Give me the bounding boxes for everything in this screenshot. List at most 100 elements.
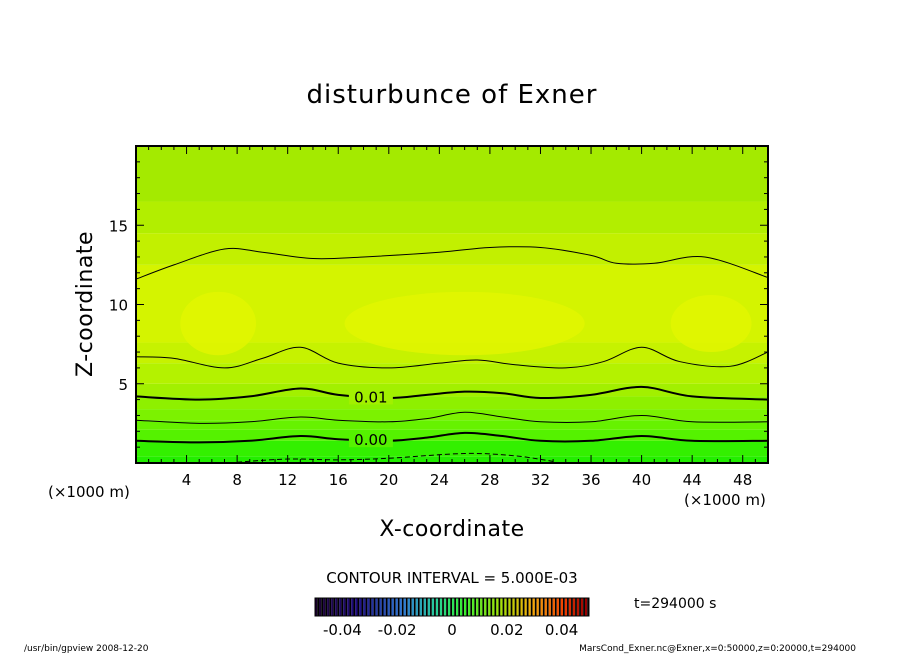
colorbar-strip [427,598,431,616]
colorbar-tick-label: 0.02 [490,621,523,639]
colorbar-gap [430,598,432,616]
colorbar-strip [484,598,487,616]
contour-line-5 [135,246,769,280]
x-ticks: 4 8 12 16 20 24 28 32 36 40 44 48 [148,146,756,489]
colorbar-gap [321,598,324,616]
color-band-2 [136,429,768,441]
colorbar-strip [403,598,406,616]
colorbar-strip [492,598,495,616]
colorbar-strip [363,598,366,616]
colorbar-strip [319,598,322,616]
colorbar-gap [579,598,581,616]
highlight-blob-0 [180,291,257,356]
colorbar-strip [347,598,350,616]
colorbar-strip [500,598,503,616]
colorbar-tick-label: -0.02 [378,621,417,639]
colorbar-gap [454,598,457,616]
colorbar-gap [583,598,585,616]
y-tick-label: 5 [118,376,128,394]
colorbar-gap [494,598,497,616]
colorbar-gap [389,598,392,616]
colorbar-strip [395,598,398,616]
colorbar-strip [468,598,471,616]
colorbar-strip [520,598,523,616]
colorbar: -0.04 -0.02 0 0.02 0.04 [314,597,590,639]
color-band-11 [136,201,768,234]
x-tick-label: 36 [581,471,600,489]
highlight-blob-2 [670,294,752,353]
x-tick-label: 48 [733,471,752,489]
colorbar-strip [452,598,455,616]
colorbar-gap [482,598,485,616]
colorbar-strip [419,598,422,616]
colorbar-gap [510,598,513,616]
colorbar-strip [315,598,318,616]
colorbar-gap [458,598,461,616]
x-tick-label: 8 [232,471,242,489]
colorbar-tick-label: 0 [447,621,457,639]
colorbar-gap [478,598,481,616]
colorbar-strip [343,598,346,616]
colorbar-strip [375,598,378,616]
colorbar-strip [560,598,564,616]
footer-left: /usr/bin/gpview 2008-12-20 [24,644,149,654]
colorbar-strip [447,598,451,616]
colorbar-strip [524,598,527,616]
colorbar-strip [552,598,555,616]
colorbar-gap [417,598,420,616]
colorbar-gap [373,598,376,616]
colorbar-gap [405,598,408,616]
colorbar-strip [443,598,447,616]
x-tick-label: 4 [182,471,192,489]
colorbar-strip [435,598,439,616]
color-band-3 [136,420,768,430]
colorbar-gap [426,598,428,616]
colorbar-gap [498,598,501,616]
colorbar-gap [486,598,489,616]
colorbar-gap [526,598,529,616]
colorbar-strip [564,598,568,616]
colorbar-strip [355,598,358,616]
colorbar-gap [421,598,424,616]
colorbar-gap [546,598,549,616]
colorbar-gap [361,598,364,616]
colorbar-gap [329,598,332,616]
contour-line-2 [135,411,769,424]
colorbar-gap [369,598,372,616]
colorbar-strip [415,598,418,616]
colorbar-gap [530,598,533,616]
contour-labels: 0.01 0.00 [348,387,393,449]
colorbar-gap [438,598,440,616]
x-axis-label: X-coordinate [379,517,524,542]
colorbar-strip [556,598,559,616]
colorbar-strip [379,598,382,616]
colorbar-gap [377,598,380,616]
x-tick-label: 40 [632,471,651,489]
colorbar-gap [409,598,412,616]
colorbar-gap [434,598,436,616]
colorbar-strips [315,598,589,616]
colorbar-gap [518,598,521,616]
contour-interval-label: CONTOUR INTERVAL = 5.000E-03 [326,569,577,587]
colorbar-gap [413,598,416,616]
colorbar-strip [480,598,483,616]
colorbar-strip [335,598,338,616]
colorbar-strip [464,598,467,616]
contour-label-bg-1 [348,430,393,448]
colorbar-gap [353,598,356,616]
colorbar-strip [387,598,390,616]
colorbar-gap [385,598,388,616]
colorbar-strip [423,598,427,616]
colorbar-strip [472,598,475,616]
colorbar-strip [383,598,386,616]
colorbar-strip [528,598,531,616]
colorbar-strip [367,598,370,616]
colorbar-gap [587,598,589,616]
colorbar-gap [442,598,444,616]
footer-right: MarsCond_Exner.nc@Exner,x=0:50000,z=0:20… [579,644,856,654]
colorbar-gap [567,598,569,616]
colorbar-strip [476,598,479,616]
colorbar-strip [351,598,354,616]
colorbar-strip [496,598,499,616]
